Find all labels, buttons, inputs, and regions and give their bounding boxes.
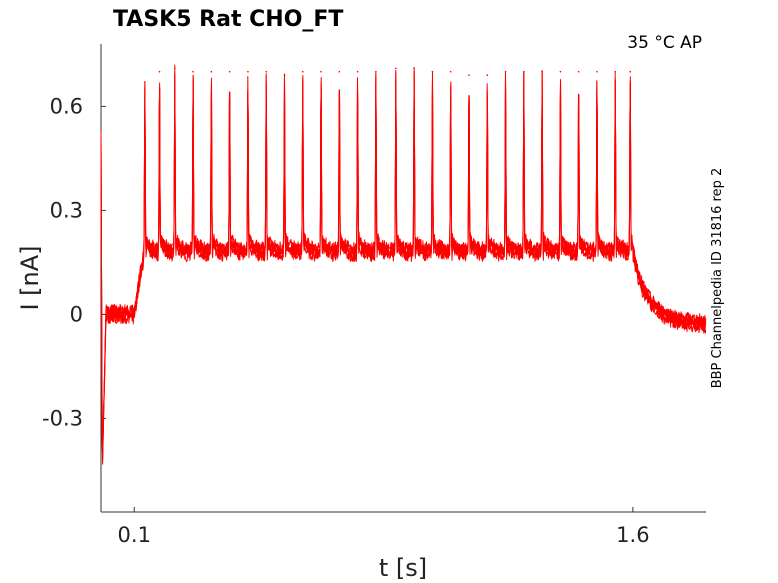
condition-label: 35 °C AP bbox=[627, 33, 702, 53]
x-tick-label: 1.6 bbox=[616, 523, 649, 547]
spike-peak-point bbox=[541, 70, 543, 73]
y-tick-label: 0.6 bbox=[50, 94, 83, 118]
y-tick-label: -0.3 bbox=[42, 406, 83, 430]
spike-peak-point bbox=[468, 74, 470, 76]
x-tick-group: 0.1 1.6 bbox=[118, 507, 650, 547]
spike-peak-point bbox=[192, 70, 194, 73]
spike-peak-point bbox=[449, 70, 452, 73]
spike-peak-point bbox=[247, 70, 249, 73]
chart-title: TASK5 Rat CHO_FT bbox=[113, 7, 343, 32]
spike-peak-point bbox=[375, 70, 377, 73]
spike-peak-point bbox=[265, 70, 268, 73]
spike-peak-point bbox=[596, 70, 598, 73]
spike-peak-point bbox=[395, 67, 397, 70]
spike-peak-point bbox=[283, 74, 286, 76]
spike-peak-point bbox=[629, 70, 632, 73]
current-traces bbox=[100, 64, 707, 465]
spike-peak-point bbox=[338, 70, 341, 73]
current-trace-sweep bbox=[100, 67, 707, 458]
x-axis-label: t [s] bbox=[379, 554, 427, 582]
spike-peak-point bbox=[228, 70, 231, 73]
y-tick-label: 0 bbox=[70, 302, 83, 326]
spike-peak-point bbox=[486, 74, 489, 76]
y-axis-label: I [nA] bbox=[16, 245, 44, 310]
spike-peak-point bbox=[413, 67, 415, 70]
spike-peak-point bbox=[614, 70, 617, 73]
spike-peak-point bbox=[577, 70, 580, 73]
y-tick-group: 0.6 0.3 0 -0.3 bbox=[42, 94, 106, 430]
spike-peak-point bbox=[144, 81, 146, 83]
y-tick-label: 0.3 bbox=[50, 198, 83, 222]
spike-peak-point bbox=[320, 70, 322, 73]
spike-peak-point bbox=[210, 70, 213, 73]
spike-peak-point bbox=[301, 70, 304, 73]
x-tick-label: 0.1 bbox=[118, 523, 151, 547]
spike-peak-point bbox=[173, 67, 176, 70]
spike-peak-point bbox=[356, 70, 359, 73]
side-id-label: BBP Channelpedia ID 31816 rep 2 bbox=[710, 168, 725, 389]
spike-peak-point bbox=[559, 70, 562, 73]
spike-peak-point bbox=[504, 70, 507, 73]
spike-peak-point bbox=[523, 70, 525, 73]
spike-peak-point bbox=[158, 70, 161, 73]
spike-peak-point bbox=[431, 70, 434, 73]
